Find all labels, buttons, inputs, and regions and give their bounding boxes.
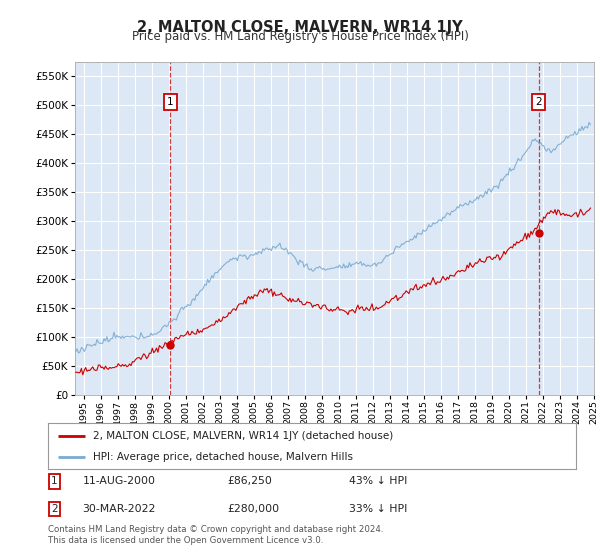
Text: 43% ↓ HPI: 43% ↓ HPI bbox=[349, 476, 407, 486]
Text: Price paid vs. HM Land Registry's House Price Index (HPI): Price paid vs. HM Land Registry's House … bbox=[131, 30, 469, 43]
Text: 30-MAR-2022: 30-MAR-2022 bbox=[82, 504, 155, 514]
Text: 2, MALTON CLOSE, MALVERN, WR14 1JY: 2, MALTON CLOSE, MALVERN, WR14 1JY bbox=[137, 20, 463, 35]
Text: 2: 2 bbox=[535, 97, 542, 107]
Text: 33% ↓ HPI: 33% ↓ HPI bbox=[349, 504, 407, 514]
Text: HPI: Average price, detached house, Malvern Hills: HPI: Average price, detached house, Malv… bbox=[93, 452, 353, 462]
Text: 2, MALTON CLOSE, MALVERN, WR14 1JY (detached house): 2, MALTON CLOSE, MALVERN, WR14 1JY (deta… bbox=[93, 431, 393, 441]
Text: 1: 1 bbox=[51, 476, 58, 486]
Text: 11-AUG-2000: 11-AUG-2000 bbox=[82, 476, 155, 486]
Text: £280,000: £280,000 bbox=[227, 504, 280, 514]
Text: 1: 1 bbox=[167, 97, 174, 107]
Text: Contains HM Land Registry data © Crown copyright and database right 2024.
This d: Contains HM Land Registry data © Crown c… bbox=[48, 525, 383, 545]
Text: £86,250: £86,250 bbox=[227, 476, 272, 486]
Text: 2: 2 bbox=[51, 504, 58, 514]
